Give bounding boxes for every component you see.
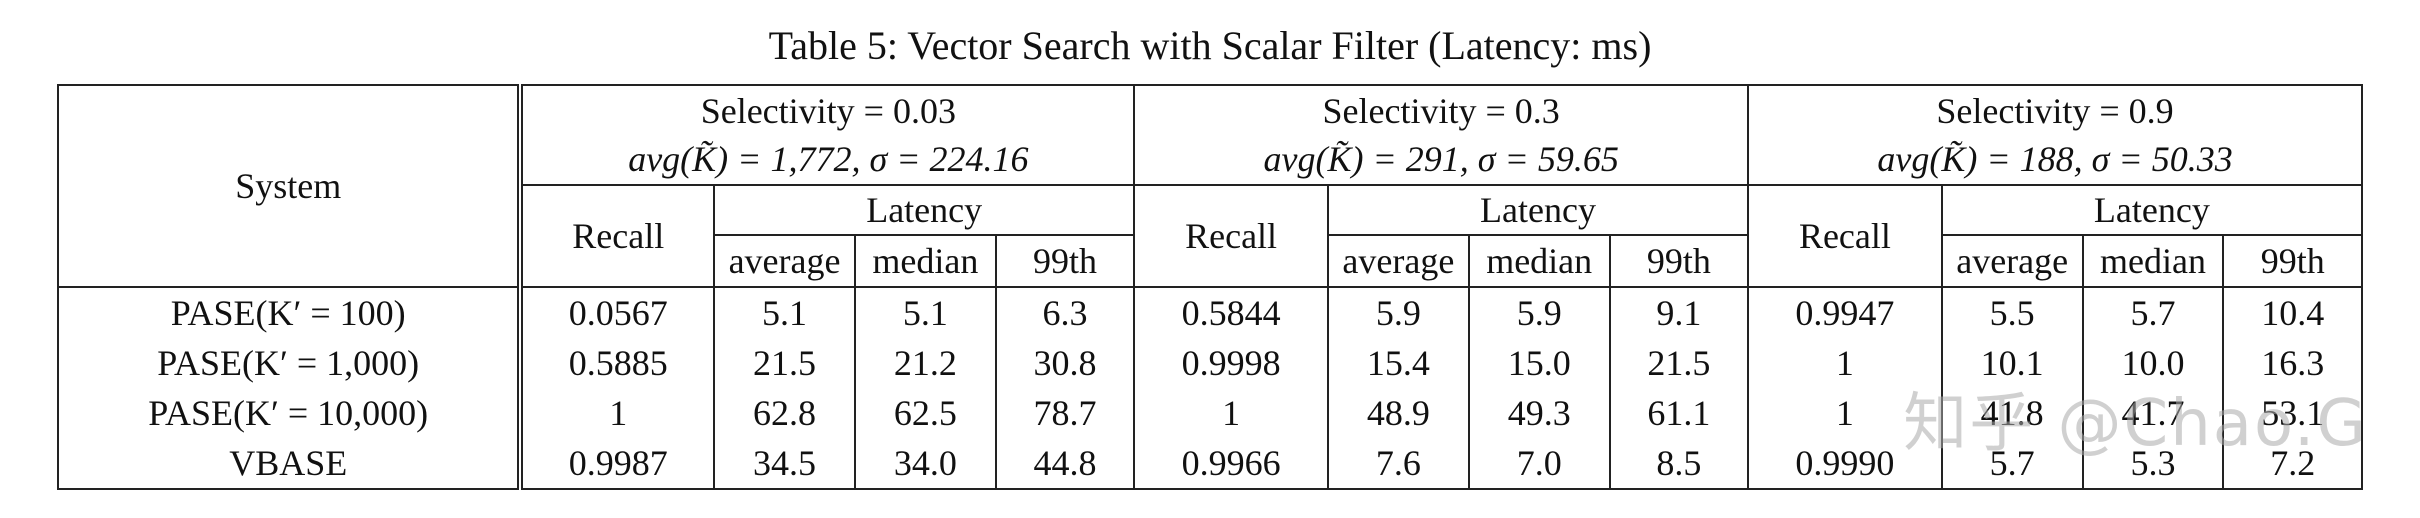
selectivity-group-3: Selectivity = 0.9 avg(K̃) = 188, σ = 50.… xyxy=(1747,84,2363,186)
latency-cell: 5.3 xyxy=(2081,438,2225,490)
average-header: average xyxy=(1940,234,2084,288)
recall-cell: 1 xyxy=(1133,388,1329,438)
latency-cell: 15.0 xyxy=(1467,338,1611,388)
recall-cell: 1 xyxy=(1747,338,1943,388)
latency-cell: 15.4 xyxy=(1326,338,1470,388)
recall-header: Recall xyxy=(1747,184,1943,288)
latency-header: Latency xyxy=(1940,184,2364,236)
table-body: PASE(K′ = 100) 0.0567 5.1 5.1 6.3 0.5844 5.9 5.… xyxy=(56,286,2363,490)
latency-cell: 10.4 xyxy=(2222,286,2363,338)
latency-cell: 30.8 xyxy=(994,338,1136,388)
selectivity-group-1: Selectivity = 0.03 avg(K̃) = 1,772, σ = … xyxy=(519,84,1136,186)
recall-cell: 0.0567 xyxy=(519,286,716,338)
system-name-cell: PASE(K′ = 1,000) xyxy=(56,338,524,388)
recall-cell: 0.9947 xyxy=(1747,286,1943,338)
latency-cell: 5.9 xyxy=(1467,286,1611,338)
latency-cell: 5.7 xyxy=(1940,438,2084,490)
latency-cell: 78.7 xyxy=(994,388,1136,438)
latency-cell: 7.2 xyxy=(2222,438,2363,490)
latency-cell: 34.0 xyxy=(853,438,997,490)
system-name-cell: PASE(K′ = 100) xyxy=(56,286,524,338)
system-header: System xyxy=(56,84,524,288)
latency-cell: 21.5 xyxy=(1608,338,1750,388)
latency-cell: 53.1 xyxy=(2222,388,2363,438)
latency-cell: 9.1 xyxy=(1608,286,1750,338)
table-row: PASE(K′ = 100) 0.0567 5.1 5.1 6.3 0.5844 5.9 5.… xyxy=(56,286,2363,338)
latency-cell: 34.5 xyxy=(713,438,856,490)
latency-cell: 61.1 xyxy=(1608,388,1750,438)
latency-cell: 10.0 xyxy=(2081,338,2225,388)
latency-header: Latency xyxy=(1326,184,1750,236)
p99-header: 99th xyxy=(2222,234,2363,288)
latency-cell: 5.7 xyxy=(2081,286,2225,338)
selectivity-stats: avg(K̃) = 188, σ = 50.33 xyxy=(1877,139,2233,179)
latency-cell: 5.1 xyxy=(713,286,856,338)
selectivity-label: Selectivity = 0.3 xyxy=(1322,91,1560,131)
average-header: average xyxy=(713,234,856,288)
selectivity-label: Selectivity = 0.9 xyxy=(1936,91,2174,131)
latency-cell: 44.8 xyxy=(994,438,1136,490)
recall-cell: 0.5844 xyxy=(1133,286,1329,338)
latency-cell: 5.1 xyxy=(853,286,997,338)
p99-header: 99th xyxy=(1608,234,1750,288)
system-name-cell: PASE(K′ = 10,000) xyxy=(56,388,524,438)
table-row: PASE(K′ = 1,000) 0.5885 21.5 21.2 30.8 0.9998… xyxy=(56,338,2363,388)
latency-cell: 41.8 xyxy=(1940,388,2084,438)
latency-cell: 62.8 xyxy=(713,388,856,438)
table-caption: Table 5: Vector Search with Scalar Filte… xyxy=(768,23,1652,68)
recall-cell: 0.9998 xyxy=(1133,338,1329,388)
latency-cell: 49.3 xyxy=(1467,388,1611,438)
selectivity-stats: avg(K̃) = 1,772, σ = 224.16 xyxy=(628,139,1029,179)
latency-cell: 8.5 xyxy=(1608,438,1750,490)
latency-cell: 48.9 xyxy=(1326,388,1470,438)
latency-header: Latency xyxy=(713,184,1136,236)
recall-cell: 0.9990 xyxy=(1747,438,1943,490)
latency-cell: 21.2 xyxy=(853,338,997,388)
recall-cell: 1 xyxy=(519,388,716,438)
recall-cell: 0.5885 xyxy=(519,338,716,388)
selectivity-stats: avg(K̃) = 291, σ = 59.65 xyxy=(1263,139,1619,179)
latency-cell: 5.9 xyxy=(1326,286,1470,338)
median-header: median xyxy=(2081,234,2225,288)
latency-cell: 10.1 xyxy=(1940,338,2084,388)
latency-cell: 6.3 xyxy=(994,286,1136,338)
selectivity-label: Selectivity = 0.03 xyxy=(700,91,956,131)
p99-header: 99th xyxy=(994,234,1136,288)
latency-cell: 7.6 xyxy=(1326,438,1470,490)
latency-cell: 21.5 xyxy=(713,338,856,388)
table-row: PASE(K′ = 10,000) 1 62.8 62.5 78.7 1 48.9 49.3 6… xyxy=(56,388,2363,438)
latency-cell: 62.5 xyxy=(853,388,997,438)
recall-cell: 0.9987 xyxy=(519,438,716,490)
results-table: System Selectivity = 0.03 avg(K̃) = 1,77… xyxy=(56,84,2364,490)
average-header: average xyxy=(1326,234,1470,288)
median-header: median xyxy=(1467,234,1611,288)
recall-header: Recall xyxy=(519,184,716,288)
recall-header: Recall xyxy=(1133,184,1329,288)
selectivity-group-2: Selectivity = 0.3 avg(K̃) = 291, σ = 59.… xyxy=(1133,84,1750,186)
recall-cell: 1 xyxy=(1747,388,1943,438)
latency-cell: 5.5 xyxy=(1940,286,2084,338)
recall-cell: 0.9966 xyxy=(1133,438,1329,490)
latency-cell: 41.7 xyxy=(2081,388,2225,438)
latency-cell: 16.3 xyxy=(2222,338,2363,388)
table-row: VBASE 0.9987 34.5 34.0 44.8 0.9966 7.6 7.0 8.5 0.… xyxy=(56,438,2363,490)
median-header: median xyxy=(853,234,997,288)
latency-cell: 7.0 xyxy=(1467,438,1611,490)
system-name-cell: VBASE xyxy=(56,438,524,490)
